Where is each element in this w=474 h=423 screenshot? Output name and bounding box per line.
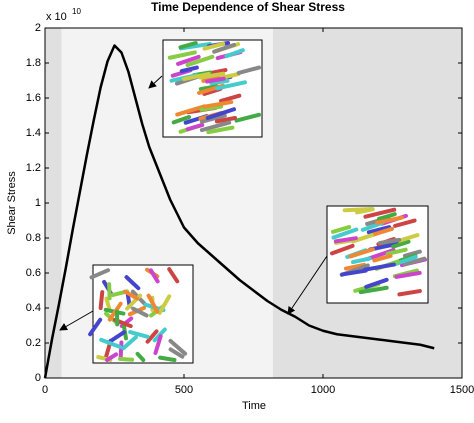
x-tick-label: 1500: [450, 384, 474, 396]
y-tick-label: 1.2: [26, 162, 41, 174]
y-tick-label: 1.8: [26, 57, 41, 69]
y-tick-label: 0.6: [26, 267, 41, 279]
inset-rod: [160, 358, 174, 360]
inset-rod: [121, 343, 122, 359]
chart-title: Time Dependence of Shear Stress: [151, 0, 345, 14]
y-tick-label: 1.4: [26, 127, 41, 139]
y-tick-label: 0.4: [26, 302, 41, 314]
y-multiplier-exponent: 10: [72, 7, 81, 16]
shaded-region: [273, 28, 462, 378]
inset-rod: [101, 292, 103, 308]
inset-image: [163, 40, 262, 137]
y-tick-label: 0: [35, 372, 41, 384]
inset-rod: [207, 79, 224, 82]
inset-image: [327, 206, 428, 303]
x-axis-label: Time: [242, 400, 266, 412]
y-tick-label: 0.2: [26, 337, 41, 349]
y-multiplier: x 10: [46, 11, 67, 23]
inset-rod: [109, 284, 110, 298]
y-tick-label: 0.8: [26, 232, 41, 244]
y-tick-label: 1: [35, 197, 41, 209]
x-tick-label: 0: [42, 384, 48, 396]
x-tick-label: 1000: [311, 384, 335, 396]
inset-rod: [345, 209, 372, 210]
inset-rod: [120, 359, 132, 360]
y-axis-label: Shear Stress: [6, 171, 18, 235]
inset-image: [90, 265, 193, 363]
x-tick-label: 500: [175, 384, 193, 396]
y-tick-label: 2: [35, 22, 41, 34]
y-tick-label: 1.6: [26, 92, 41, 104]
